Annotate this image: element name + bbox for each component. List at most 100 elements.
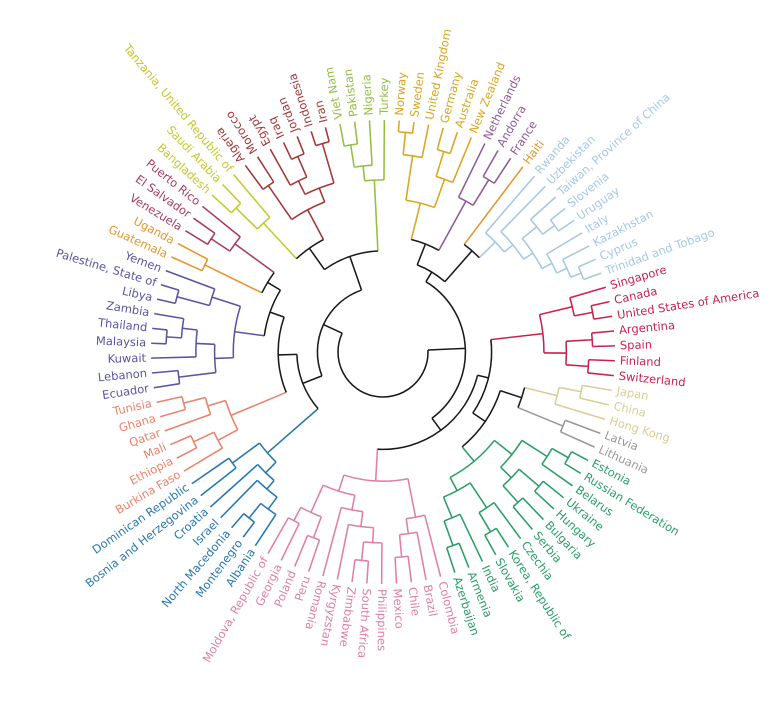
cluster-branch [551,447,569,459]
cluster-branch [312,516,323,539]
cluster-branch [436,127,444,150]
cluster-branch [478,512,492,533]
cluster-branch [177,242,209,260]
cluster-branch [306,209,325,240]
cluster-branch [151,356,196,359]
cluster-branch [560,431,595,448]
cluster-branch [234,243,275,274]
dendrogram-link [425,271,433,283]
cluster-branch [254,514,277,547]
dendrogram-link [278,353,297,356]
dendrogram-link [411,238,440,251]
cluster-branch [558,219,575,232]
cluster-branch [446,547,456,573]
cluster-branch [500,185,546,233]
cluster-branch [493,502,522,540]
cluster-branch [588,358,615,362]
cluster-branch [364,179,384,182]
cluster-branch [562,259,572,278]
cluster-branch [512,506,533,531]
dendrogram-link [377,375,479,451]
leaf-label: Libya [121,284,154,305]
cluster-branch [394,555,409,559]
leaf-label: Japan [615,384,650,403]
leaf-label: Brazil [421,583,441,617]
cluster-branch [493,157,512,184]
cluster-branch [394,557,398,584]
cluster-branch [577,266,585,280]
dendrogram-link [416,243,427,266]
dendrogram-edges [151,119,615,585]
leaf-label: Thailand [96,315,148,334]
cluster-branch [207,399,226,407]
cluster-branch [478,501,495,514]
cluster-branch [583,272,602,281]
cluster-branch [360,511,364,527]
cluster-branch [304,182,335,196]
cluster-branch [176,447,198,459]
cluster-branch [193,431,215,443]
cluster-branch [164,413,211,432]
cluster-branch [407,556,413,583]
cluster-branch [280,523,300,561]
cluster-branch [591,300,610,307]
cluster-branch [541,463,573,487]
cluster-branch [564,451,573,465]
cluster-branch [248,502,262,519]
cluster-branch [397,120,400,132]
cluster-branch [235,207,258,230]
cluster-branch [339,123,345,147]
cluster-branch [289,176,308,186]
cluster-branch [558,386,582,393]
dendrogram-link [427,347,466,351]
cluster-branch [210,238,231,252]
cluster-branch [424,514,442,577]
cluster-branch [458,542,470,568]
cluster-branch [405,155,414,201]
leaf-label: Spain [620,337,652,352]
cluster-branch [351,559,356,583]
leaf-label: Philippines [375,589,389,651]
cluster-branch [590,332,594,347]
cluster-branch [196,342,215,346]
cluster-branch [178,371,216,378]
cluster-branch [362,165,366,181]
leaf-label: Argentina [618,318,675,337]
cluster-branch [170,435,192,446]
dendrogram-link [302,375,323,385]
cluster-branch [231,442,260,464]
cluster-branch [171,256,203,272]
cluster-branch [256,156,275,183]
leaf-label: Iran [311,99,330,124]
cluster-branch [411,121,415,134]
cluster-branch [191,457,230,485]
cluster-branch [478,241,496,259]
cluster-branch [484,534,497,556]
cluster-branch [521,439,548,458]
dendrogram-link [269,311,285,318]
cluster-branch [449,477,458,491]
cluster-branch [354,558,369,562]
cluster-branch [160,283,180,291]
cluster-branch [152,327,168,331]
cluster-branch [593,315,613,320]
dendrogram-link [316,289,362,377]
cluster-branch [502,485,519,503]
leaf-label: Lebanon [97,366,147,384]
cluster-branch [322,484,355,497]
cluster-branch [310,131,317,146]
cluster-branch [405,518,410,534]
leaf-label: Turkey [377,77,391,116]
cluster-branch [523,252,534,260]
cluster-branch [565,364,589,368]
cluster-branch [490,332,543,341]
cluster-branch [183,447,223,472]
cluster-branch [293,535,309,567]
cluster-branch [234,330,265,337]
cluster-branch [262,222,298,260]
cluster-branch [297,156,308,178]
cluster-branch [503,244,514,253]
cluster-branch [521,238,543,269]
cluster-branch [165,269,216,290]
